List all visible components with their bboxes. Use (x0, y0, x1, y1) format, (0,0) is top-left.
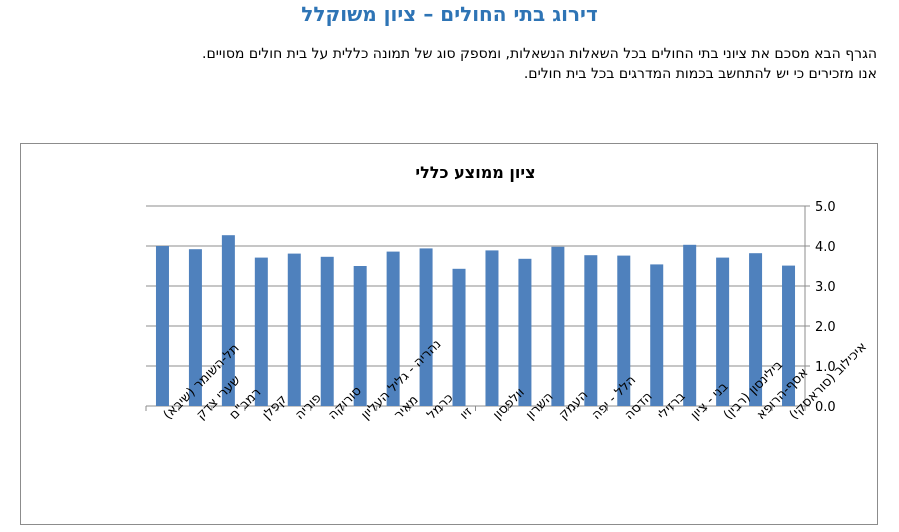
bar (320, 256, 334, 406)
bar (155, 246, 169, 406)
bar (782, 265, 796, 406)
x-tick-label: זיו (457, 404, 475, 422)
bar (716, 257, 730, 406)
intro-line-2: אנו מזכירים כי יש להתחשב בכמות המדרגים ב… (523, 66, 877, 82)
bar (683, 244, 697, 406)
chart-title: ציון ממוצע כללי (415, 163, 535, 182)
bar (485, 250, 499, 406)
bar (749, 253, 763, 406)
page-title: דירוג בתי החולים – ציון משוקלל (301, 2, 598, 26)
chart-frame: ציון ממוצע כללי 0.0 1.0 2.0 3.0 4.0 5.0 תל-השומ… (20, 143, 878, 525)
bar (650, 264, 664, 406)
y-tick-label: 1.0 (815, 360, 836, 375)
bar (353, 266, 367, 406)
bar (419, 248, 433, 406)
y-tick-label: 2.0 (815, 320, 836, 335)
bar-chart: ציון ממוצע כללי0.01.02.03.04.05.0תל-השומ… (145, 163, 870, 423)
bar (254, 257, 268, 406)
bar (551, 246, 565, 406)
y-tick-label: 5.0 (815, 200, 836, 215)
bar (452, 268, 466, 406)
y-tick-label: 0.0 (815, 400, 836, 415)
intro-text: הגרף הבא מסכם את ציוני בתי החולים בכל הש… (17, 44, 877, 84)
bar (221, 235, 235, 406)
y-tick-label: 4.0 (815, 240, 836, 255)
bar (518, 258, 532, 406)
bar (287, 253, 301, 406)
intro-line-1: הגרף הבא מסכם את ציוני בתי החולים בכל הש… (202, 46, 877, 62)
bar (617, 255, 631, 406)
y-tick-label: 3.0 (815, 280, 836, 295)
bar (584, 255, 598, 406)
bar (386, 251, 400, 406)
bar (188, 249, 202, 406)
